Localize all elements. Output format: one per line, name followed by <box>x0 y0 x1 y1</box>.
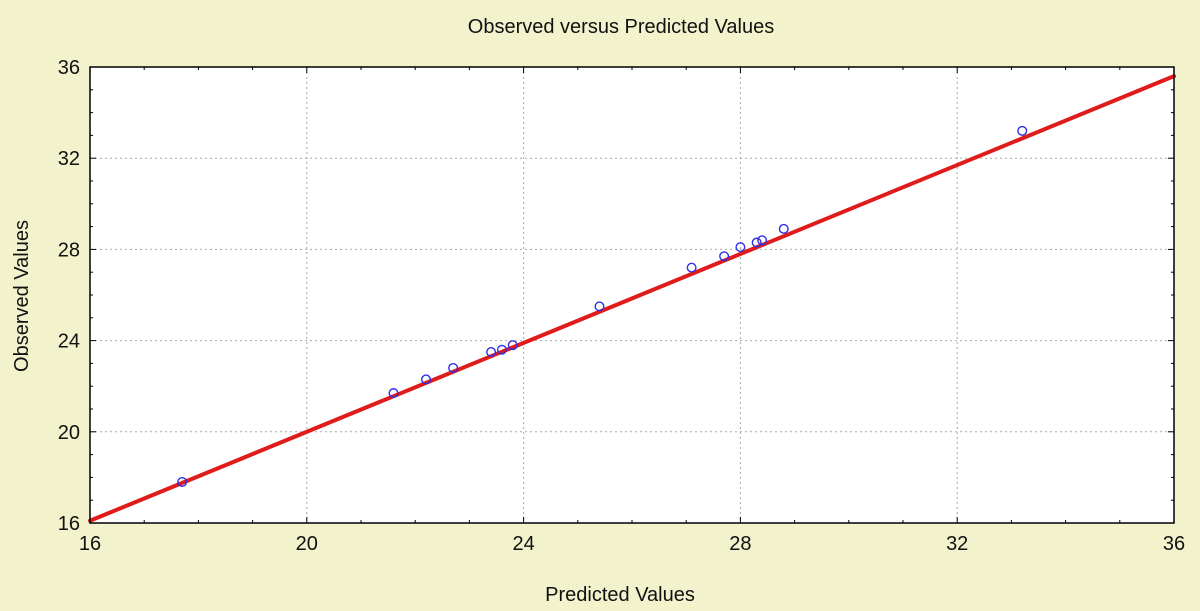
x-tick-label: 28 <box>729 533 751 555</box>
data-point <box>778 223 789 234</box>
y-tick-label: 16 <box>58 513 80 535</box>
data-point <box>496 344 507 355</box>
chart-title: Observed versus Predicted Values <box>468 16 774 38</box>
y-tick-label: 24 <box>58 331 80 353</box>
fit-line <box>88 74 1176 523</box>
data-point <box>388 388 399 399</box>
x-tick-labels: 16 20 24 28 32 36 <box>79 533 1185 555</box>
data-point <box>507 340 518 351</box>
data-point <box>757 235 768 246</box>
x-tick-label: 24 <box>512 533 534 555</box>
data-point <box>751 237 762 248</box>
y-tick-label: 20 <box>58 422 80 444</box>
fit-line-group <box>88 74 1176 523</box>
plot-frame <box>89 66 1175 524</box>
x-tick-label: 16 <box>79 533 101 555</box>
data-point <box>448 362 459 373</box>
y-gridlines <box>90 157 1174 433</box>
data-point <box>735 242 746 253</box>
y-tick-label: 36 <box>58 57 80 79</box>
data-point <box>719 251 730 262</box>
data-point <box>1017 125 1028 136</box>
y-tick-labels: 16 20 24 28 32 36 <box>58 57 80 535</box>
data-point <box>486 347 497 358</box>
data-point <box>177 476 188 487</box>
x-tick-label: 36 <box>1163 533 1185 555</box>
y-axis-label: Observed Values <box>11 220 33 372</box>
x-tick-label: 20 <box>296 533 318 555</box>
y-tick-label: 28 <box>58 239 80 261</box>
x-gridlines <box>306 67 958 523</box>
x-tick-label: 32 <box>946 533 968 555</box>
x-axis-label: Predicted Values <box>545 584 695 606</box>
data-point <box>594 301 605 312</box>
data-point <box>421 374 432 385</box>
data-point <box>686 262 697 273</box>
y-tick-label: 32 <box>58 148 80 170</box>
points-group <box>177 125 1028 487</box>
